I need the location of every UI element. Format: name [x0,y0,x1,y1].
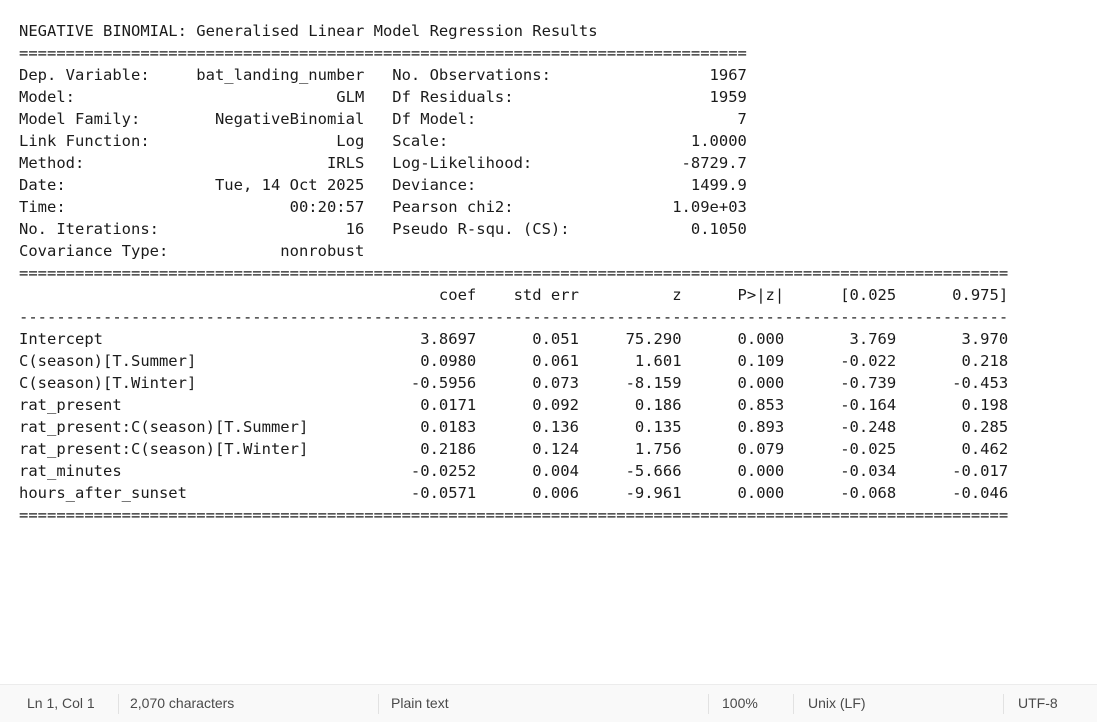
status-divider [378,694,379,714]
zoom-level[interactable]: 100% [722,695,758,711]
status-divider [118,694,119,714]
file-type: Plain text [391,695,449,711]
line-ending[interactable]: Unix (LF) [808,695,866,711]
character-count: 2,070 characters [130,695,235,711]
status-divider [708,694,709,714]
status-divider [793,694,794,714]
status-divider [1003,694,1004,714]
cursor-position[interactable]: Ln 1, Col 1 [27,695,95,711]
document-text[interactable]: NEGATIVE BINOMIAL: Generalised Linear Mo… [19,22,1009,524]
encoding[interactable]: UTF-8 [1018,695,1058,711]
text-editor-area[interactable]: NEGATIVE BINOMIAL: Generalised Linear Mo… [0,0,1097,684]
status-bar: Ln 1, Col 1 2,070 characters Plain text … [0,684,1097,722]
